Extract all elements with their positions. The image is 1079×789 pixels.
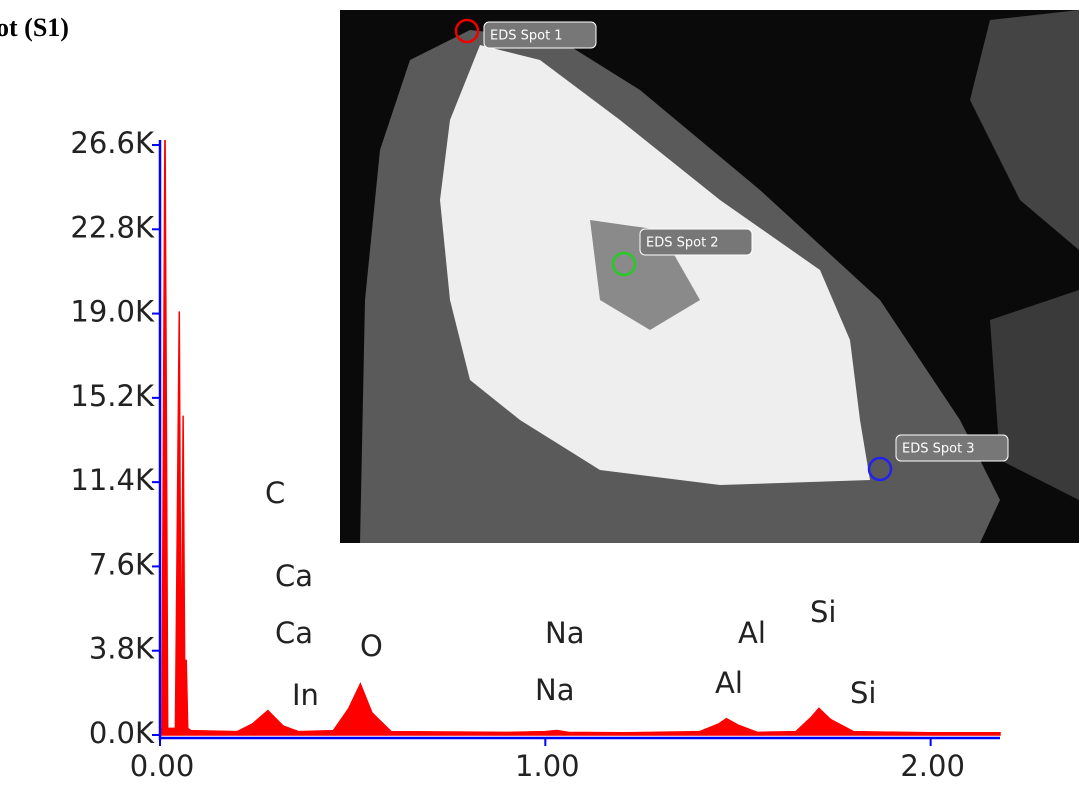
spot-label: EDS Spot 3 <box>902 442 975 457</box>
peak-label: Ca <box>275 559 313 593</box>
y-tick-label: 15.2K <box>70 379 155 413</box>
peak-label: Ca <box>275 616 313 650</box>
y-tick-label: 19.0K <box>70 295 155 329</box>
peak-label: Si <box>850 676 876 710</box>
peak-label: In <box>292 678 319 712</box>
peak-label: O <box>360 629 383 663</box>
chart: ot (S1) 0.0K 3.8K 7.6K 11.4K 15.2K 19.0K 22.8K… <box>0 0 1079 785</box>
peak-label: Al <box>738 616 766 650</box>
peak-label: Si <box>810 595 836 629</box>
y-tick-label: 22.8K <box>70 210 155 244</box>
spot-label: EDS Spot 2 <box>646 236 719 251</box>
y-tick-label: 26.6K <box>70 126 155 160</box>
x-tick-label: 2.00 <box>900 749 965 783</box>
peak-label: Al <box>715 666 743 700</box>
y-tick-label: 11.4K <box>70 463 155 497</box>
x-tick-label: 0.00 <box>130 749 195 783</box>
y-tick-label: 0.0K <box>89 716 155 750</box>
peak-label: Na <box>545 616 584 650</box>
peak-label: Na <box>535 673 574 707</box>
chart-title: ot (S1) <box>0 13 69 42</box>
spot-label: EDS Spot 1 <box>490 29 563 44</box>
x-tick-label: 1.00 <box>515 749 580 783</box>
peak-label: C <box>265 476 285 510</box>
y-tick-label: 3.8K <box>89 632 155 666</box>
sem-image: EDS Spot 1 EDS Spot 2 EDS Spot 3 <box>340 10 1079 543</box>
y-tick-label: 7.6K <box>89 547 155 581</box>
